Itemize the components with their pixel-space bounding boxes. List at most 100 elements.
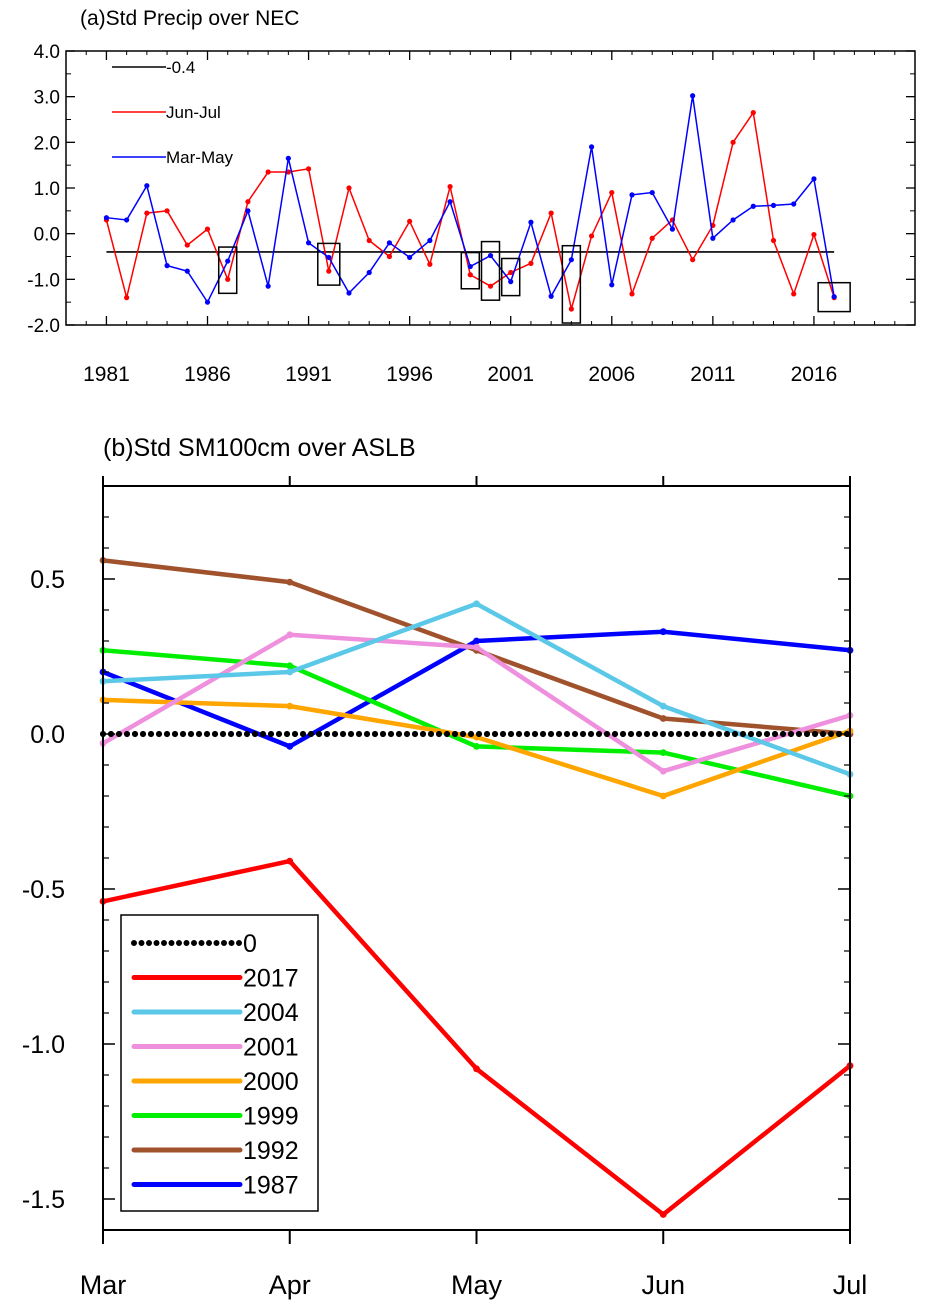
point-jun-jul-2006 [609, 189, 615, 196]
point-jun-jul-1983 [144, 210, 150, 216]
x-tick-label: 1991 [285, 363, 332, 386]
point-mar-may-2015 [791, 201, 797, 207]
y-tick-label: -1.0 [27, 270, 60, 291]
point-jun-jul-1996 [407, 218, 413, 224]
point-2000-Apr [286, 702, 294, 710]
point-2004-May [473, 600, 480, 608]
point-jun-jul-1999 [467, 272, 473, 278]
point-mar-may-1982 [124, 217, 130, 223]
point-mar-may-1986 [204, 299, 211, 305]
x-tick-label: 2006 [588, 363, 635, 386]
point-mar-may-2009 [669, 226, 676, 232]
panel-a-highlight-boxes [217, 240, 851, 324]
point-mar-may-2005 [588, 144, 595, 150]
legend-label-jun-jul: Jun-Jul [166, 103, 221, 122]
y-tick-label: 4.0 [34, 42, 60, 63]
legend-label-1987: 1987 [243, 1172, 299, 1200]
point-mar-may-2000 [487, 252, 494, 259]
panel-a-title: (a)Std Precip over NEC [80, 7, 299, 30]
point-1987-Jun [659, 628, 667, 636]
point-mar-may-1989 [265, 283, 271, 289]
legend-label-1999: 1999 [243, 1103, 299, 1131]
legend-label-0-4: -0.4 [166, 58, 195, 77]
point-mar-may-2012 [730, 217, 736, 223]
y-tick-label: 3.0 [34, 88, 60, 109]
y-tick-label: 0.0 [30, 721, 65, 749]
point-jun-jul-2004 [568, 306, 574, 312]
x-tick-label: May [451, 1270, 503, 1300]
point-mar-may-2006 [609, 282, 615, 288]
x-tick-label: 2016 [791, 363, 838, 386]
point-1999-Jun [659, 749, 667, 756]
series-line-jun-jul [105, 110, 835, 310]
panel-b-axes: 0.5 0.0 -0.5 -1.0 -1.5 Mar Apr May Jun Jul [22, 476, 867, 1300]
point-jun-jul-2005 [588, 233, 595, 239]
point-2001-Apr [286, 631, 294, 639]
panel-b-title: (b)Std SM100cm over ASLB [103, 434, 416, 462]
point-2004-Jun [659, 702, 667, 710]
y-tick-label: 0.5 [30, 566, 65, 594]
point-jun-jul-1991 [305, 166, 312, 172]
point-mar-may-1987 [225, 258, 231, 264]
point-1999-May [473, 743, 480, 750]
x-tick-label: 2001 [487, 363, 534, 386]
y-tick-label: 0.0 [34, 225, 60, 246]
panel-b-legend: 0 2017 2004 2001 2000 1999 1992 1987 [120, 914, 319, 1212]
point-jun-jul-2013 [750, 110, 756, 116]
x-tick-label: Jul [833, 1270, 868, 1300]
point-jun-jul-1998 [447, 184, 453, 190]
point-1999-Apr [286, 662, 294, 670]
point-jun-jul-2016 [811, 231, 817, 238]
x-tick-label: 1981 [83, 363, 130, 386]
point-mar-may-2011 [710, 235, 716, 241]
point-mar-may-1991 [305, 240, 312, 246]
point-mar-may-1981 [103, 215, 110, 221]
y-tick-label: -1.0 [22, 1031, 65, 1059]
point-mar-may-2010 [690, 93, 696, 99]
point-jun-jul-1988 [245, 199, 251, 205]
point-jun-jul-2012 [730, 139, 736, 145]
legend-label-2001: 2001 [243, 1034, 299, 1062]
x-tick-label: Mar [80, 1270, 127, 1300]
y-tick-label: 2.0 [34, 133, 60, 154]
point-jun-jul-2010 [690, 257, 696, 263]
y-tick-label: -2.0 [27, 316, 60, 337]
point-mar-may-1983 [144, 183, 150, 189]
point-jun-jul-1986 [204, 226, 211, 232]
point-mar-may-2013 [750, 203, 756, 209]
point-1992-Jun [659, 715, 667, 722]
point-mar-may-2008 [649, 189, 655, 196]
point-jun-jul-2015 [791, 291, 797, 297]
legend-label-0: 0 [243, 930, 257, 958]
legend-label-2000: 2000 [243, 1068, 299, 1096]
series-line-mar-may [106, 95, 835, 304]
point-jun-jul-1984 [164, 208, 170, 214]
highlight-box-1987 [217, 246, 238, 295]
point-jun-jul-2002 [528, 260, 534, 266]
legend-label-mar-may: Mar-May [166, 148, 234, 167]
point-jun-jul-1992 [326, 268, 332, 274]
y-tick-label: 1.0 [34, 179, 60, 200]
point-jun-jul-2000 [487, 283, 494, 289]
point-mar-may-2004 [568, 257, 574, 263]
point-mar-may-1985 [184, 268, 190, 274]
point-jun-jul-1997 [427, 261, 433, 267]
point-mar-may-2001 [508, 279, 514, 285]
panel-a-series [103, 93, 837, 312]
point-jun-jul-1994 [366, 237, 372, 244]
point-mar-may-1984 [164, 263, 170, 269]
point-1987-May [473, 637, 480, 645]
highlight-box-2017 [817, 281, 851, 313]
highlight-box-2001 [500, 257, 521, 297]
y-tick-label: -0.5 [22, 876, 65, 904]
x-tick-label: Apr [269, 1270, 311, 1300]
point-2017-Jun [659, 1211, 667, 1218]
point-1992-Apr [286, 578, 294, 586]
point-mar-may-1997 [427, 237, 433, 244]
legend-label-2017: 2017 [243, 965, 299, 993]
point-mar-may-2007 [629, 192, 635, 198]
point-mar-may-2017 [831, 294, 837, 300]
point-mar-may-1999 [467, 263, 473, 270]
highlight-box-1999 [460, 251, 481, 290]
point-2001-Jun [659, 767, 667, 775]
